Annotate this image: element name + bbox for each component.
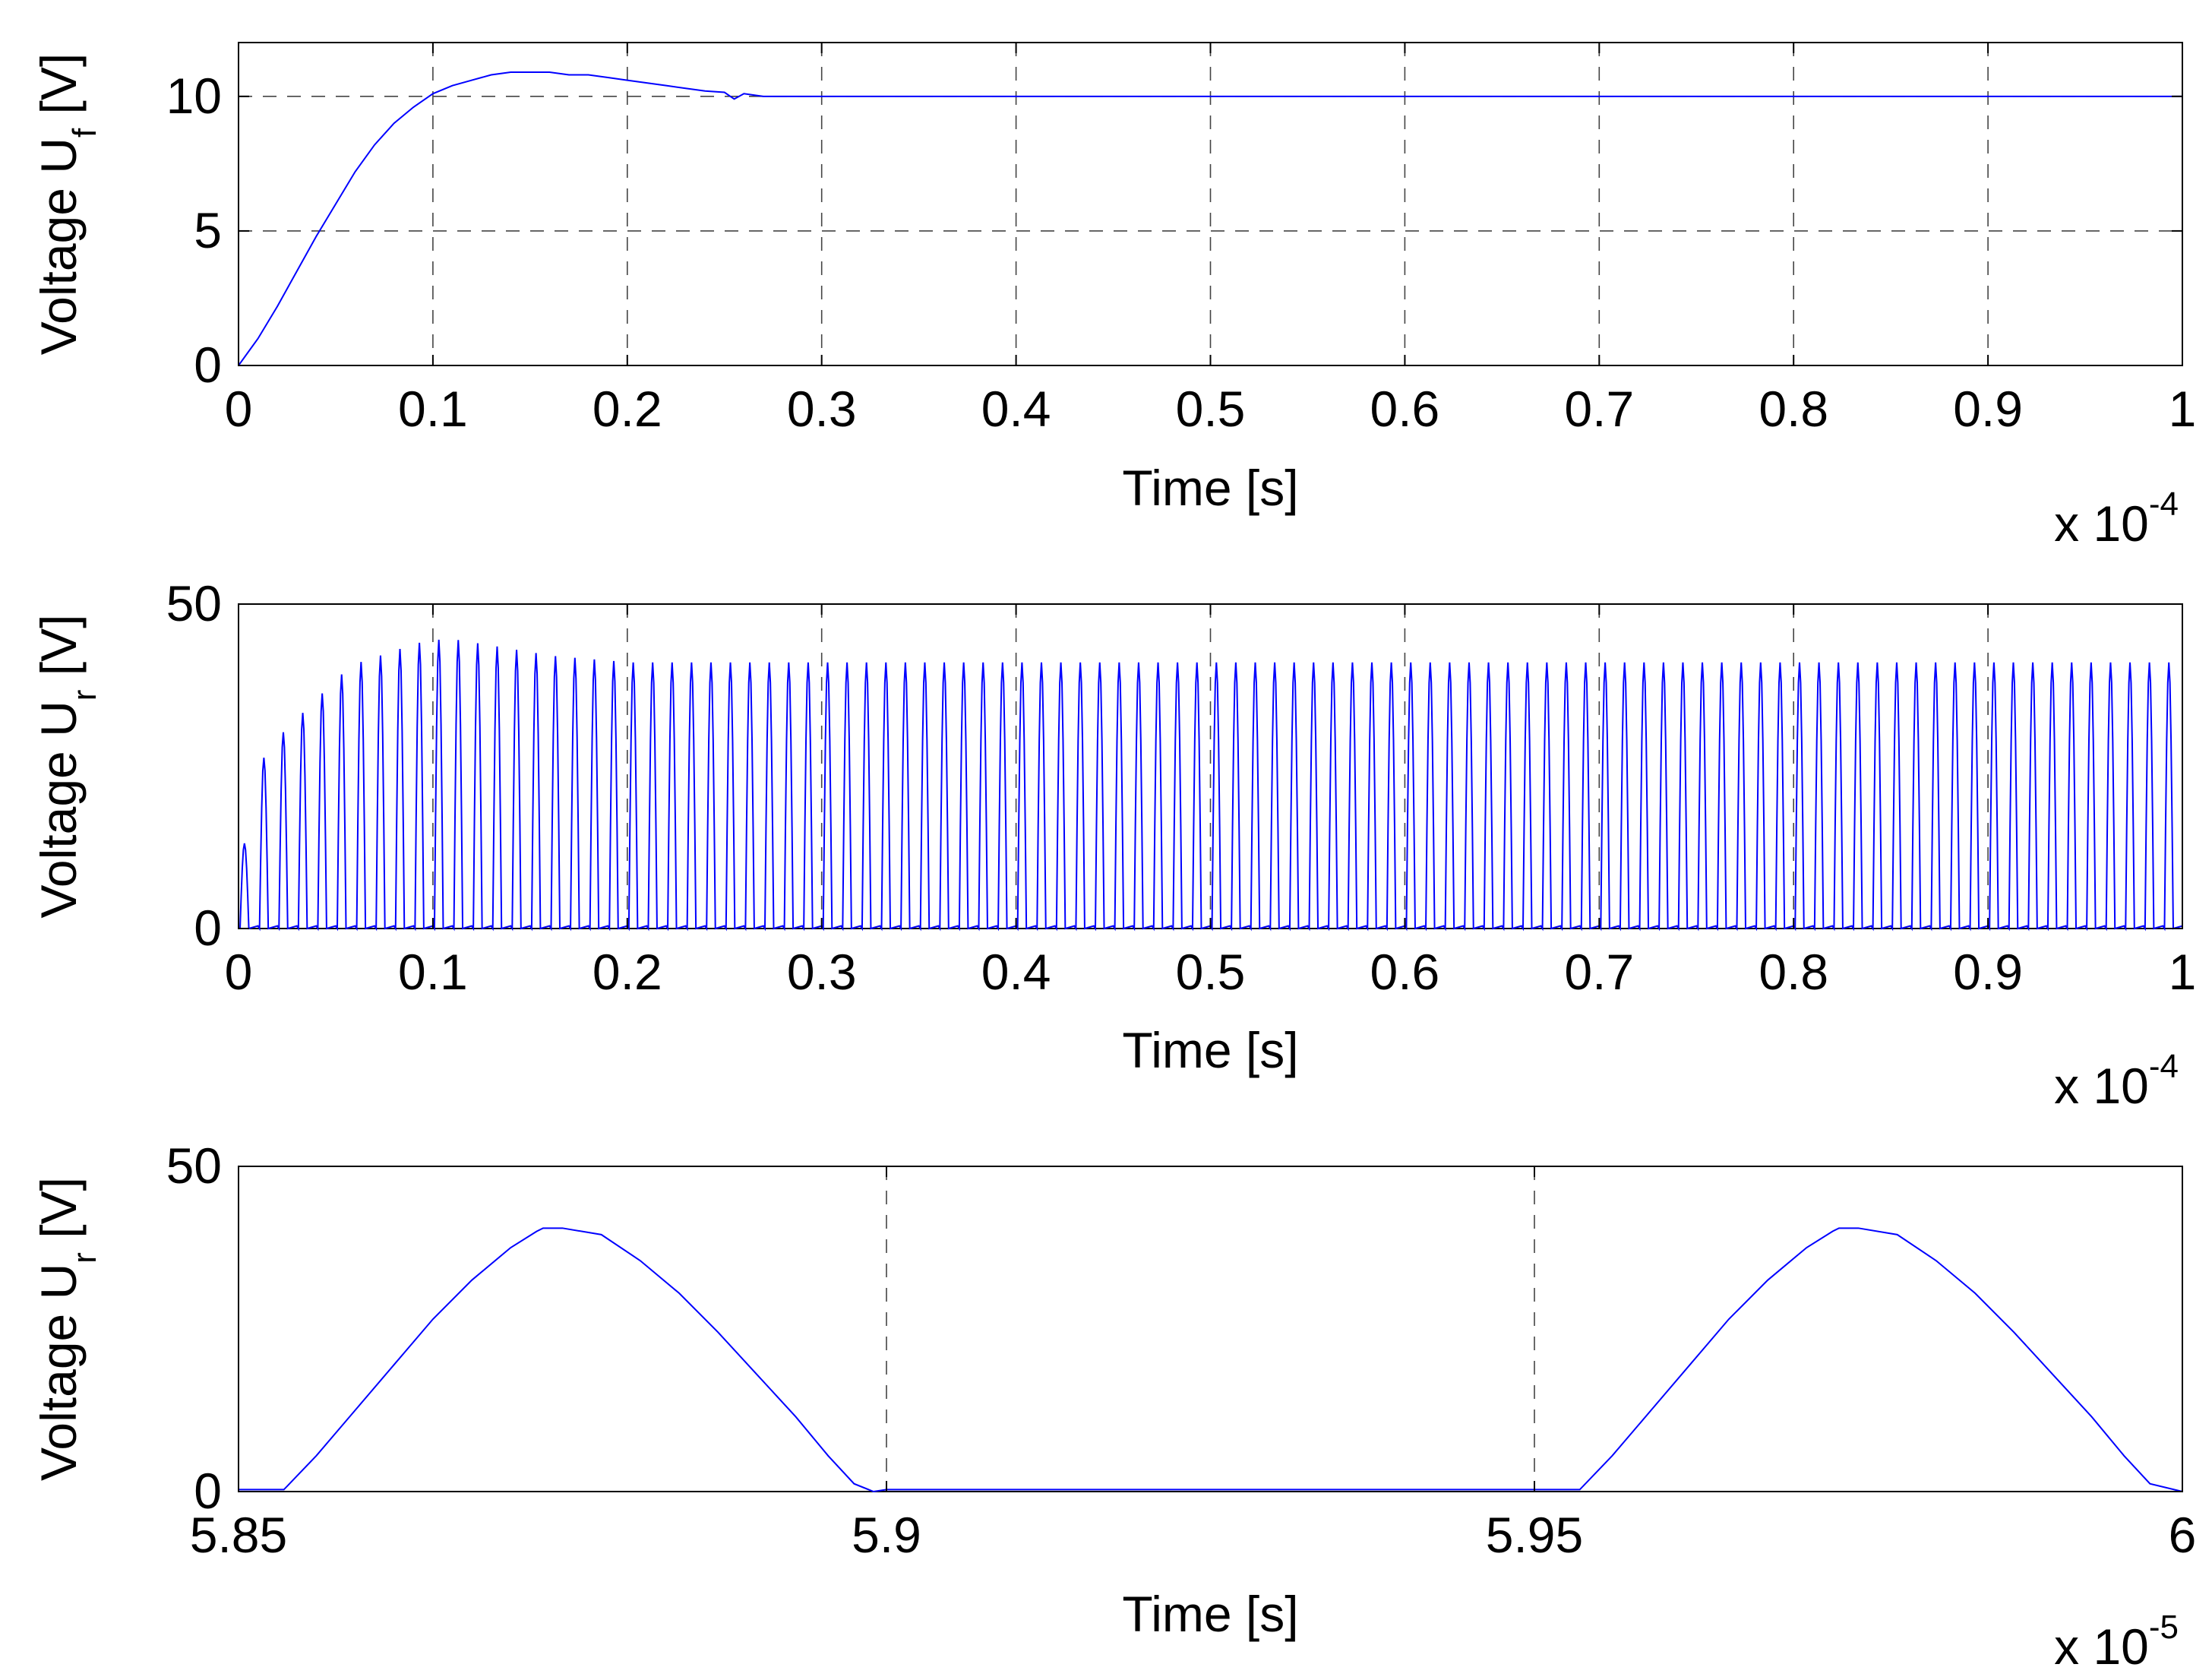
x-tick-label: 0.1 (398, 381, 468, 437)
x-axis-label: Time [s] (1122, 460, 1298, 516)
plot-area (238, 1166, 2183, 1492)
x-tick-label: 5.95 (1486, 1507, 1583, 1563)
x-tick-label: 0.5 (1176, 381, 1246, 437)
x-tick-label: 0 (225, 944, 253, 1000)
x-tick-label: 0.6 (1370, 944, 1440, 1000)
y-tick-label: 10 (166, 68, 222, 124)
rectifier-voltage-plot: 0 0.1 0.2 0.3 0.4 0.5 0.6 0.7 0.8 0.9 1 0 50 Time [s]… (30, 575, 2196, 1114)
x-tick-label: 0.9 (1953, 381, 2023, 437)
y-tick-label: 0 (194, 900, 222, 956)
x-tick-label: 0.7 (1564, 944, 1634, 1000)
x-tick-label: 0.3 (787, 944, 857, 1000)
y-tick-label: 50 (166, 575, 222, 631)
y-tick-label: 5 (194, 202, 222, 258)
x-tick-label: 0.9 (1953, 944, 2023, 1000)
y-axis-label: Voltage Ur [V] (30, 615, 103, 919)
x-tick-label: 0.7 (1564, 381, 1634, 437)
x-tick-label: 1 (2169, 944, 2197, 1000)
x-tick-label: 1 (2169, 381, 2197, 437)
x-exponent-label: x 10-4 (2054, 486, 2179, 552)
x-axis-label: Time [s] (1122, 1586, 1298, 1642)
x-tick-label: 0.4 (981, 381, 1051, 437)
x-tick-label: 0.2 (592, 381, 662, 437)
y-tick-label: 0 (194, 1463, 222, 1519)
x-exponent-label: x 10-4 (2054, 1048, 2179, 1114)
x-tick-label: 5.85 (190, 1507, 287, 1563)
x-tick-label: 0.8 (1759, 381, 1828, 437)
zoomed-rectifier-voltage-plot: 5.85 5.9 5.95 6 0 50 Time [s] x 10-5 Voltage Ur … (30, 1137, 2196, 1675)
x-axis-label: Time [s] (1122, 1022, 1298, 1078)
y-axis-label: Voltage Uf [V] (30, 53, 103, 356)
x-tick-label: 0.4 (981, 944, 1051, 1000)
x-tick-label: 0.6 (1370, 381, 1440, 437)
y-axis-label: Voltage Ur [V] (30, 1177, 103, 1481)
x-tick-label: 0.2 (592, 944, 662, 1000)
y-tick-label: 0 (194, 337, 222, 393)
x-tick-label: 0.8 (1759, 944, 1828, 1000)
x-tick-label: 0.1 (398, 944, 468, 1000)
y-tick-label: 50 (166, 1137, 222, 1194)
x-tick-label: 5.9 (852, 1507, 921, 1563)
x-exponent-label: x 10-5 (2054, 1609, 2179, 1675)
data-line (238, 71, 2182, 366)
x-tick-label: 0.3 (787, 381, 857, 437)
x-tick-label: 6 (2169, 1507, 2197, 1563)
x-tick-label: 0 (225, 381, 253, 437)
x-tick-label: 0.5 (1176, 944, 1246, 1000)
